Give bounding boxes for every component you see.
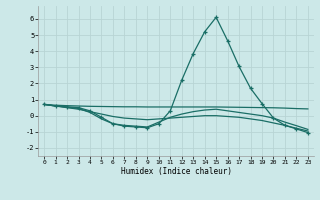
X-axis label: Humidex (Indice chaleur): Humidex (Indice chaleur) (121, 167, 231, 176)
